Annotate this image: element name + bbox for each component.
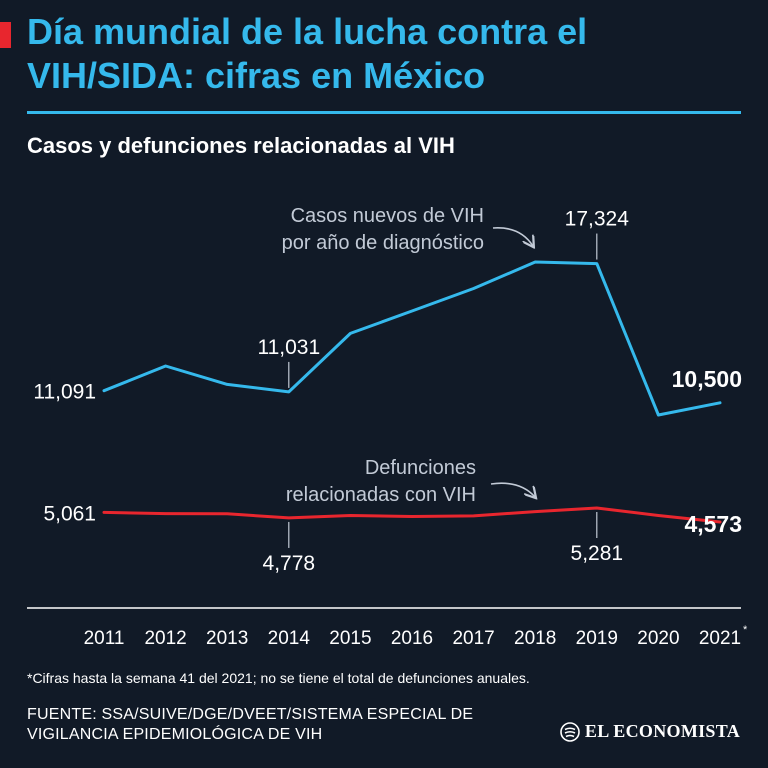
data-label-cases-2021: 10,500	[672, 366, 742, 392]
cases-annotation-line-1: Casos nuevos de VIH	[291, 205, 484, 227]
x-tick-2016: 2016	[391, 628, 433, 649]
cases-annotation-arrow	[492, 227, 533, 246]
source-line-1: FUENTE: SSA/SUIVE/DGE/DVEET/SISTEMA ESPE…	[27, 706, 474, 723]
cases-annotation: Casos nuevos de VIH por año de diagnósti…	[282, 205, 533, 254]
series-line-deaths	[102, 506, 722, 524]
x-tick-2015: 2015	[329, 628, 371, 649]
title-divider	[27, 111, 741, 114]
page-title: Día mundial de la lucha contra el VIH/SI…	[27, 11, 588, 96]
series-layer	[102, 260, 722, 524]
el-economista-logo-icon	[560, 721, 580, 742]
x-axis-ticks: 2011 2012 2013 2014 2015 2016 2017 2018 2019 2020…	[84, 624, 748, 649]
x-tick-2018: 2018	[514, 628, 556, 649]
data-label-cases-2019: 17,324	[565, 208, 630, 231]
source-credit: FUENTE: SSA/SUIVE/DGE/DVEET/SISTEMA ESPE…	[27, 705, 547, 745]
x-tick-footnote-mark: *	[743, 624, 748, 636]
data-label-deaths-2014: 4,778	[263, 552, 316, 575]
chart-subtitle: Casos y defunciones relacionadas al VIH	[27, 133, 455, 158]
source-line-2: VIGILANCIA EPIDEMIOLÓGICA DE VIH	[27, 726, 323, 743]
x-tick-2019: 2019	[576, 628, 618, 649]
data-label-cases-2014: 11,031	[257, 336, 320, 359]
publisher-logo: EL ECONOMISTA	[560, 721, 740, 742]
x-tick-2017: 2017	[452, 628, 494, 649]
accent-bar	[0, 22, 11, 48]
x-tick-2013: 2013	[206, 628, 248, 649]
x-tick-2011: 2011	[84, 628, 125, 649]
footnote: *Cifras hasta la semana 41 del 2021; no …	[27, 670, 530, 686]
series-line-cases	[102, 260, 722, 417]
logo-text: EL ECONOMISTA	[584, 721, 740, 741]
data-label-layer: 11,091 11,031 17,324 10,500 5,061 4,778 5,281 4…	[33, 208, 742, 575]
x-tick-2014: 2014	[268, 628, 311, 649]
deaths-annotation-line-1: Defunciones	[365, 457, 476, 479]
deaths-annotation-arrow	[490, 482, 535, 497]
data-label-deaths-2011: 5,061	[43, 502, 96, 525]
x-tick-2012: 2012	[144, 628, 186, 649]
data-label-deaths-2021: 4,573	[684, 511, 742, 537]
cases-annotation-line-2: por año de diagnóstico	[282, 232, 484, 254]
x-tick-2021: 2021	[699, 628, 741, 649]
data-label-deaths-2019: 5,281	[571, 542, 624, 565]
x-tick-2020: 2020	[637, 628, 679, 649]
deaths-annotation: Defunciones relacionadas con VIH	[286, 457, 535, 506]
data-label-cases-2011: 11,091	[33, 381, 96, 404]
deaths-annotation-line-2: relacionadas con VIH	[286, 484, 476, 506]
